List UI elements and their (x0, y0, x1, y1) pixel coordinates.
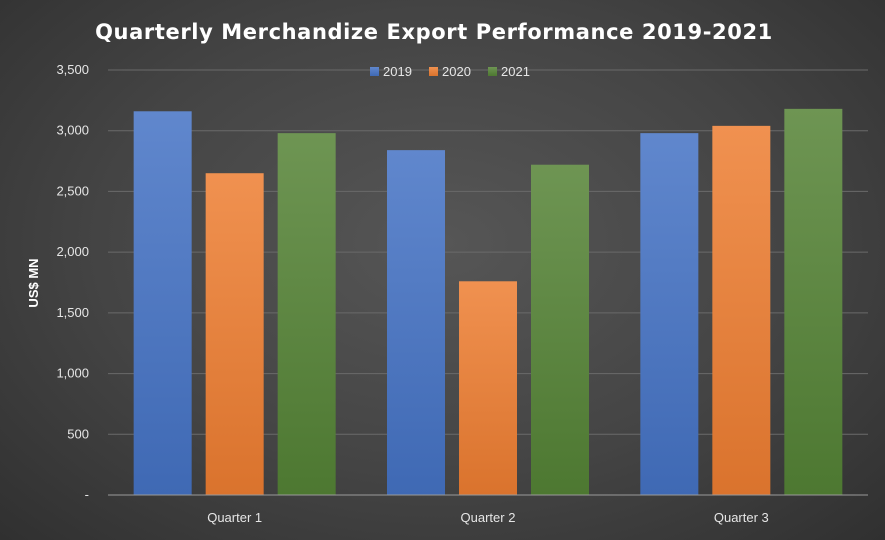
legend-swatch (429, 67, 438, 76)
y-tick-label: 1,000 (56, 366, 89, 381)
legend-label: 2021 (501, 64, 530, 79)
bar-2020-quarter-1 (205, 173, 264, 495)
y-tick-label: 2,000 (56, 244, 89, 259)
y-axis-label: US$ MN (26, 258, 41, 307)
bars (133, 108, 843, 496)
y-tick-label: 3,500 (56, 62, 89, 77)
y-tick-label: 1,500 (56, 305, 89, 320)
bar-2021-quarter-2 (531, 164, 589, 495)
bar-2019-quarter-1 (133, 111, 192, 496)
x-tick-label: Quarter 1 (207, 510, 262, 525)
y-tick-label: 500 (67, 426, 89, 441)
legend-swatch (370, 67, 379, 76)
bar-2020-quarter-2 (459, 281, 517, 495)
legend-label: 2020 (442, 64, 471, 79)
bar-2021-quarter-3 (784, 108, 843, 495)
y-tick-label: 3,000 (56, 123, 89, 138)
legend: 2019 2020 2021 (370, 64, 530, 79)
x-axis: Quarter 1 Quarter 2 Quarter 3 (108, 494, 868, 525)
bar-2021-quarter-1 (277, 133, 336, 495)
legend-label: 2019 (383, 64, 412, 79)
chart-title: Quarterly Merchandize Export Performance… (95, 20, 773, 44)
bar-2019-quarter-2 (387, 150, 445, 495)
y-tick-label: 2,500 (56, 183, 89, 198)
bar-2019-quarter-3 (640, 133, 699, 495)
x-tick-label: Quarter 3 (714, 510, 769, 525)
y-axis-ticks: - 500 1,000 1,500 2,000 2,500 3,000 3,500 (56, 62, 89, 502)
x-tick-label: Quarter 2 (461, 510, 516, 525)
bar-2020-quarter-3 (712, 125, 771, 495)
y-tick-label: - (85, 487, 89, 502)
legend-swatch (488, 67, 497, 76)
